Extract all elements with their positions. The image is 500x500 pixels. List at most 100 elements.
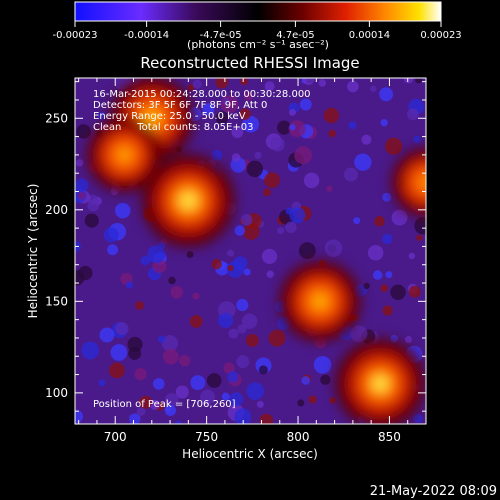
annotation-counts: Clean Total counts: 8.05E+03 (93, 122, 253, 133)
texture-blob (164, 393, 179, 407)
texture-blob (129, 413, 141, 424)
texture-blob (211, 258, 222, 270)
texture-blob (187, 84, 195, 91)
texture-blob (75, 159, 84, 167)
bright-region-core (117, 148, 132, 162)
x-axis-ticks: 700 750 800 850 (78, 78, 427, 444)
texture-blob (382, 192, 392, 202)
bright-region-core (142, 108, 162, 128)
texture-blob (162, 348, 179, 365)
texture-blob (97, 111, 106, 121)
texture-blob (161, 335, 179, 352)
y-tick-label: 200 (45, 203, 68, 217)
texture-blob (243, 91, 254, 101)
texture-blob (241, 313, 258, 329)
texture-blob (303, 172, 320, 189)
texture-blob (374, 216, 385, 227)
texture-blob (343, 167, 358, 182)
texture-blob (263, 188, 271, 197)
texture-blob (192, 79, 202, 89)
texture-blob (200, 389, 216, 405)
texture-blob (222, 97, 230, 105)
texture-blob (320, 374, 331, 385)
texture-blob (354, 153, 372, 171)
texture-blob (206, 373, 222, 388)
texture-blob (147, 245, 166, 264)
texture-blob (227, 265, 234, 272)
texture-blob (233, 256, 248, 271)
bright-region-peak (373, 376, 388, 391)
colorbar-tick-label: -4.7e-05 (200, 30, 242, 41)
bright-region-core (311, 292, 329, 310)
footer-timestamp: 21-May-2022 08:09 (370, 484, 497, 499)
texture-blob (408, 285, 421, 298)
colorbar-tick-label: 0.00023 (420, 30, 461, 41)
texture-blob (370, 85, 377, 92)
texture-blob (379, 87, 394, 102)
texture-blob (245, 333, 259, 347)
texture-blob (285, 221, 297, 234)
texture-blob (175, 420, 182, 424)
texture-blob (164, 404, 177, 417)
texture-blob (380, 284, 389, 293)
texture-blob (350, 325, 368, 343)
texture-blob (246, 160, 264, 178)
texture-blob (135, 301, 144, 310)
texture-blob (415, 78, 423, 84)
bright-region-peak (181, 193, 196, 208)
texture-blob (254, 151, 262, 159)
texture-blob (416, 234, 423, 241)
texture-blob (361, 134, 372, 145)
texture-blob (385, 137, 403, 155)
colorbar-tick-label: 0.00014 (349, 30, 390, 41)
texture-blob (87, 194, 98, 205)
texture-blob (139, 395, 153, 409)
texture-blob (264, 172, 280, 189)
texture-blob (192, 292, 200, 300)
texture-blob (103, 227, 119, 243)
texture-blob (231, 126, 244, 139)
texture-blob (414, 217, 426, 235)
texture-blob (413, 135, 421, 144)
texture-blob (234, 408, 252, 424)
texture-blob (170, 286, 183, 299)
texture-blob (125, 281, 134, 289)
texture-blob (288, 108, 297, 116)
texture-blob (215, 111, 229, 125)
annotation-detectors: Detectors: 3F 5F 6F 7F 8F 9F, Att 0 (93, 100, 267, 111)
texture-blob (268, 329, 286, 347)
texture-blob (380, 119, 388, 127)
texture-blob (353, 217, 361, 225)
texture-blob (109, 362, 125, 379)
annotation-energy-range: Energy Range: 25.0 - 50.0 keV (93, 111, 246, 122)
texture-blob (99, 327, 115, 343)
colorbar-unit-label: (photons cm⁻² s⁻¹ asec⁻²) (187, 38, 329, 51)
texture-blob (328, 129, 337, 138)
texture-blob (390, 284, 406, 300)
texture-blob (98, 379, 106, 387)
y-tick-label: 250 (45, 111, 68, 125)
x-tick-label: 800 (287, 430, 310, 444)
texture-blob (382, 233, 393, 245)
colorbar-ticks: -0.00023 -0.00014 -4.7e-05 4.7e-05 0.00014 0.… (53, 21, 462, 41)
texture-blob (270, 136, 285, 152)
texture-blob (326, 185, 333, 192)
texture-blob (152, 378, 165, 390)
texture-blob (298, 242, 316, 260)
texture-blob (236, 355, 250, 369)
texture-blob (140, 255, 151, 266)
texture-blob (329, 397, 336, 404)
texture-blob (75, 270, 85, 286)
x-tick-label: 750 (195, 430, 218, 444)
texture-blob (115, 321, 129, 336)
texture-blob (403, 78, 414, 84)
texture-blob (308, 395, 317, 404)
texture-blob (289, 124, 296, 131)
texture-blob (324, 239, 343, 257)
texture-blob (78, 191, 86, 200)
heatmap-texture (75, 78, 426, 424)
texture-blob (301, 376, 311, 385)
texture-blob (136, 406, 146, 416)
texture-blob (313, 356, 332, 374)
